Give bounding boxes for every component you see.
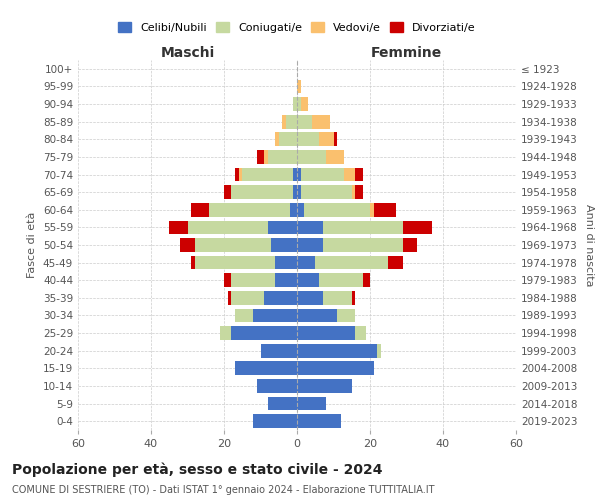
Bar bbox=[323, 291, 352, 304]
Bar bbox=[301, 186, 352, 199]
Bar bbox=[235, 362, 297, 375]
Bar bbox=[191, 203, 209, 216]
Bar bbox=[257, 379, 297, 393]
Text: Popolazione per età, sesso e stato civile - 2024: Popolazione per età, sesso e stato civil… bbox=[12, 462, 383, 477]
Bar bbox=[355, 326, 367, 340]
Bar bbox=[286, 115, 297, 128]
Bar bbox=[293, 186, 297, 199]
Bar bbox=[315, 256, 388, 270]
Bar bbox=[195, 256, 275, 270]
Bar bbox=[319, 132, 334, 146]
Bar bbox=[235, 308, 253, 322]
Bar bbox=[297, 150, 326, 164]
Bar bbox=[297, 168, 301, 181]
Bar bbox=[275, 132, 279, 146]
Bar bbox=[264, 150, 268, 164]
Bar bbox=[264, 291, 297, 304]
Bar bbox=[297, 186, 301, 199]
Bar bbox=[297, 115, 311, 128]
Bar bbox=[297, 80, 301, 94]
Bar bbox=[326, 150, 344, 164]
Bar bbox=[239, 168, 242, 181]
Bar bbox=[334, 132, 337, 146]
Bar bbox=[293, 168, 297, 181]
Bar bbox=[297, 132, 319, 146]
Bar bbox=[297, 308, 337, 322]
Bar bbox=[224, 274, 232, 287]
Bar bbox=[297, 396, 326, 410]
Bar bbox=[362, 274, 370, 287]
Bar bbox=[232, 274, 275, 287]
Bar bbox=[297, 326, 355, 340]
Bar bbox=[275, 256, 297, 270]
Bar bbox=[232, 326, 297, 340]
Bar bbox=[297, 414, 341, 428]
Text: Femmine: Femmine bbox=[371, 46, 442, 60]
Bar bbox=[290, 203, 297, 216]
Bar bbox=[224, 186, 232, 199]
Bar bbox=[297, 97, 301, 111]
Bar bbox=[301, 168, 344, 181]
Bar bbox=[242, 168, 293, 181]
Bar bbox=[352, 291, 355, 304]
Text: Maschi: Maschi bbox=[160, 46, 215, 60]
Bar bbox=[271, 238, 297, 252]
Bar bbox=[257, 150, 264, 164]
Bar bbox=[268, 220, 297, 234]
Bar bbox=[319, 274, 362, 287]
Bar bbox=[403, 238, 418, 252]
Bar bbox=[220, 326, 232, 340]
Bar bbox=[191, 256, 195, 270]
Bar bbox=[297, 379, 352, 393]
Bar bbox=[232, 291, 264, 304]
Bar bbox=[355, 186, 362, 199]
Bar bbox=[323, 220, 403, 234]
Legend: Celibi/Nubili, Coniugati/e, Vedovi/e, Divorziati/e: Celibi/Nubili, Coniugati/e, Vedovi/e, Di… bbox=[114, 18, 480, 37]
Bar bbox=[232, 186, 293, 199]
Bar bbox=[301, 97, 308, 111]
Bar bbox=[293, 97, 297, 111]
Bar bbox=[187, 220, 268, 234]
Bar bbox=[169, 220, 187, 234]
Bar bbox=[374, 203, 395, 216]
Bar bbox=[352, 186, 355, 199]
Bar bbox=[344, 168, 355, 181]
Bar bbox=[253, 308, 297, 322]
Bar bbox=[297, 291, 323, 304]
Bar bbox=[260, 344, 297, 358]
Y-axis label: Fasce di età: Fasce di età bbox=[28, 212, 37, 278]
Bar bbox=[297, 362, 374, 375]
Y-axis label: Anni di nascita: Anni di nascita bbox=[584, 204, 594, 286]
Bar bbox=[355, 168, 362, 181]
Bar bbox=[337, 308, 355, 322]
Bar bbox=[323, 238, 403, 252]
Bar bbox=[311, 115, 330, 128]
Bar bbox=[388, 256, 403, 270]
Text: COMUNE DI SESTRIERE (TO) - Dati ISTAT 1° gennaio 2024 - Elaborazione TUTTITALIA.: COMUNE DI SESTRIERE (TO) - Dati ISTAT 1°… bbox=[12, 485, 434, 495]
Bar bbox=[297, 274, 319, 287]
Bar bbox=[268, 150, 297, 164]
Bar bbox=[283, 115, 286, 128]
Bar bbox=[253, 414, 297, 428]
Bar bbox=[304, 203, 370, 216]
Bar bbox=[195, 238, 271, 252]
Bar bbox=[297, 220, 323, 234]
Bar bbox=[297, 256, 315, 270]
Bar bbox=[227, 291, 232, 304]
Bar bbox=[297, 203, 304, 216]
Bar bbox=[268, 396, 297, 410]
Bar bbox=[209, 203, 290, 216]
Bar bbox=[235, 168, 239, 181]
Bar bbox=[297, 344, 377, 358]
Bar bbox=[370, 203, 374, 216]
Bar bbox=[297, 238, 323, 252]
Bar bbox=[403, 220, 432, 234]
Bar bbox=[377, 344, 381, 358]
Bar bbox=[180, 238, 195, 252]
Bar bbox=[279, 132, 297, 146]
Bar bbox=[275, 274, 297, 287]
